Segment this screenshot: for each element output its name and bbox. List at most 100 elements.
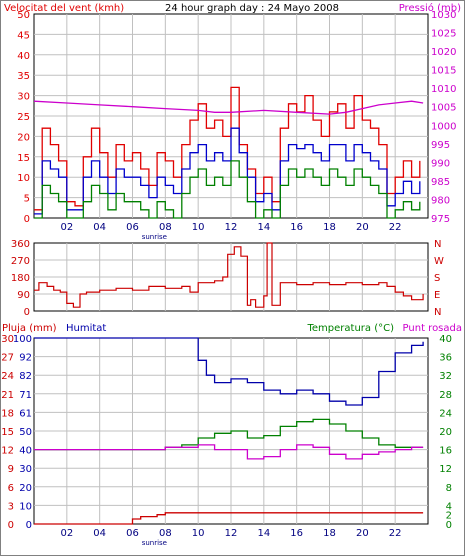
rain-ytick-0: 0 <box>8 520 14 531</box>
rain-ytick-6: 18 <box>1 408 14 419</box>
wind-axis-label: Velocitat del vent (kmh) <box>4 3 124 14</box>
pressure-axis-label: Pressió (mb) <box>399 2 461 14</box>
temp-ytick-9: 32 <box>439 371 452 382</box>
temp-xtick-6: 14 <box>257 528 270 539</box>
temp-ytick-2: 4 <box>446 501 452 512</box>
temp-ytick-6: 20 <box>439 427 452 438</box>
temp-xtick-8: 18 <box>323 528 336 539</box>
temp-series-dewpoint <box>34 444 424 460</box>
wind-xtick-1: 04 <box>93 222 106 233</box>
temp-xtick-0: 02 <box>60 528 73 539</box>
chart-title: 24 hour graph day : 24 Mayo 2008 <box>165 3 339 14</box>
wind-ytick-9: 45 <box>17 30 30 41</box>
temp-sunrise-label: sunrise <box>142 539 167 547</box>
direction-ytick-4: 360 <box>11 239 30 250</box>
wind-ytick-2: 10 <box>17 173 30 184</box>
humidity-ytick-9: 92 <box>19 353 32 364</box>
direction-series <box>34 242 424 308</box>
rain-axis-label: Pluja (mm) <box>2 323 57 334</box>
wind-ytick-10: 50 <box>17 10 30 21</box>
direction-ytick-2: 180 <box>11 273 30 284</box>
temp-xtick-4: 10 <box>192 528 205 539</box>
direction-compass-3: E <box>434 290 440 301</box>
wind-ytick-8: 40 <box>17 51 30 62</box>
humidity-ytick-2: 20 <box>19 483 32 494</box>
temp-ytick-3: 8 <box>446 483 452 494</box>
direction-ytick-0: 0 <box>24 307 30 318</box>
wind-sunrise-label: sunrise <box>142 233 167 241</box>
wind-ytick-7: 35 <box>17 71 30 82</box>
humidity-ytick-10: 100 <box>13 334 32 345</box>
humidity-ytick-4: 40 <box>19 446 32 457</box>
wind-xtick-0: 02 <box>60 222 73 233</box>
wind-series-pressure <box>33 100 424 115</box>
temp-ytick-10: 36 <box>439 353 452 364</box>
rain-ytick-3: 9 <box>8 464 14 475</box>
humidity-ytick-6: 61 <box>19 408 32 419</box>
wind-ytick-4: 20 <box>17 132 30 143</box>
wind-xtick-2: 06 <box>126 222 139 233</box>
temp-xtick-2: 06 <box>126 528 139 539</box>
pressure-ytick-5: 1000 <box>431 121 456 132</box>
pressure-ytick-1: 980 <box>431 195 450 206</box>
direction-ytick-3: 270 <box>11 256 30 267</box>
wind-series-average <box>34 127 421 215</box>
temp-xtick-7: 16 <box>290 528 303 539</box>
humidity-ytick-3: 30 <box>19 464 32 475</box>
direction-compass-0: N <box>434 239 441 250</box>
wind-xtick-5: 12 <box>225 222 238 233</box>
temp-ytick-0: 0 <box>446 520 452 531</box>
wind-ytick-6: 30 <box>17 92 30 103</box>
temp-xtick-10: 22 <box>389 528 402 539</box>
pressure-ytick-6: 1005 <box>431 103 456 114</box>
direction-compass-4: N <box>434 307 441 318</box>
temp-xtick-5: 12 <box>225 528 238 539</box>
temp-ytick-11: 40 <box>439 334 452 345</box>
temp-series-humidity <box>34 337 424 406</box>
temp-ytick-7: 24 <box>439 408 452 419</box>
temperature-axis-label: Temperatura (°C) <box>306 323 394 334</box>
temp-ytick-5: 16 <box>439 446 452 457</box>
temp-ytick-1: 2 <box>446 511 452 522</box>
rain-ytick-8: 24 <box>1 371 14 382</box>
temp-xtick-1: 04 <box>93 528 106 539</box>
humidity-ytick-0: 0 <box>26 520 32 531</box>
dewpoint-axis-label: Punt rosada <box>403 323 462 334</box>
pressure-ytick-2: 985 <box>431 177 450 188</box>
wind-xtick-8: 18 <box>323 222 336 233</box>
temp-xtick-9: 20 <box>356 528 369 539</box>
rain-ytick-7: 21 <box>1 390 14 401</box>
rain-ytick-5: 15 <box>1 427 14 438</box>
humidity-ytick-1: 10 <box>19 501 32 512</box>
pressure-ytick-4: 995 <box>431 140 450 151</box>
wind-ytick-0: 0 <box>24 214 30 225</box>
pressure-ytick-11: 1030 <box>431 10 456 21</box>
direction-compass-2: S <box>434 273 440 284</box>
rain-ytick-9: 27 <box>1 353 14 364</box>
humidity-ytick-5: 50 <box>19 427 32 438</box>
humidity-ytick-8: 82 <box>19 371 32 382</box>
rain-ytick-1: 3 <box>8 501 14 512</box>
pressure-ytick-8: 1015 <box>431 66 456 77</box>
pressure-ytick-0: 975 <box>431 214 450 225</box>
pressure-ytick-9: 1020 <box>431 47 456 58</box>
rain-ytick-10: 30 <box>1 334 14 345</box>
wind-series-low <box>34 160 421 219</box>
temp-ytick-8: 28 <box>439 390 452 401</box>
wind-xtick-4: 10 <box>192 222 205 233</box>
pressure-ytick-7: 1010 <box>431 84 456 95</box>
wind-xtick-9: 20 <box>356 222 369 233</box>
wind-ytick-1: 5 <box>24 194 30 205</box>
humidity-axis-label: Humitat <box>66 323 106 334</box>
direction-compass-1: W <box>434 256 444 267</box>
wind-xtick-7: 16 <box>290 222 303 233</box>
pressure-ytick-10: 1025 <box>431 29 456 40</box>
wind-xtick-10: 22 <box>389 222 402 233</box>
wind-ytick-5: 25 <box>17 112 30 123</box>
rain-ytick-2: 6 <box>8 483 14 494</box>
wind-ytick-3: 15 <box>17 153 30 164</box>
rain-ytick-4: 12 <box>1 446 14 457</box>
temp-ytick-4: 12 <box>439 464 452 475</box>
